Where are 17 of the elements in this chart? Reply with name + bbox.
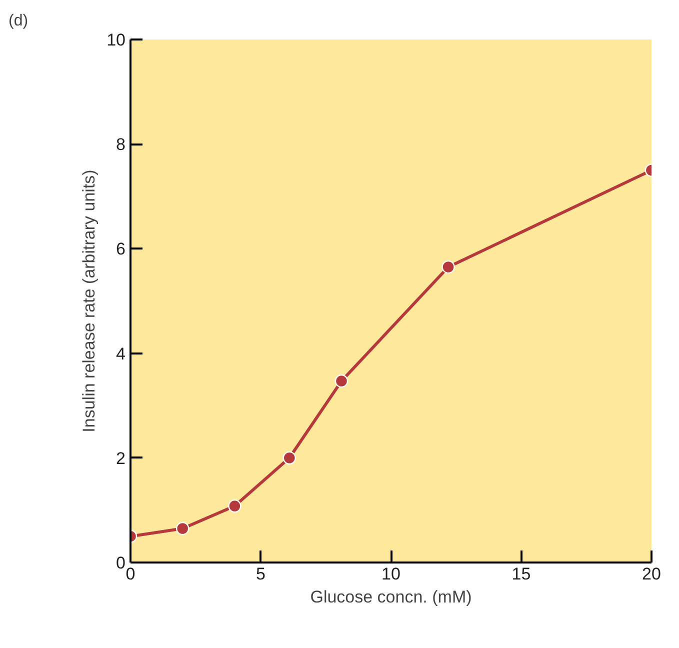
y-tick-label: 6 xyxy=(116,240,126,259)
y-tick-label: 2 xyxy=(116,448,126,468)
y-tick-label: 8 xyxy=(116,135,126,154)
x-axis-title: Glucose concn. (mM) xyxy=(310,588,472,606)
y-tick-label: 4 xyxy=(116,344,126,364)
x-tick-label: 5 xyxy=(256,564,266,584)
x-tick-label: 15 xyxy=(512,564,531,584)
y-axis-title: Insulin release rate (arbitrary units) xyxy=(80,170,99,432)
point xyxy=(176,522,190,536)
point xyxy=(282,451,296,464)
x-tick-label: 20 xyxy=(642,564,661,584)
point xyxy=(442,260,455,274)
text: (d) xyxy=(8,12,28,30)
point xyxy=(228,499,242,513)
x-tick-label: 10 xyxy=(382,564,400,584)
point xyxy=(334,374,348,388)
y-tick-label: 10 xyxy=(106,30,126,50)
